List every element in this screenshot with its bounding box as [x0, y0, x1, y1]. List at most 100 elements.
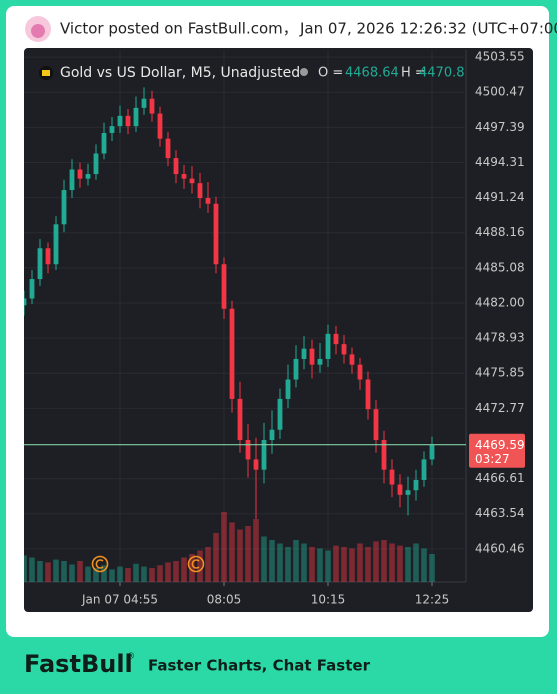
candle-body — [397, 484, 403, 495]
y-tick-label: 4463.54 — [475, 506, 525, 520]
volume-bar — [413, 543, 419, 582]
volume-bar — [277, 543, 283, 582]
volume-bar — [77, 561, 83, 582]
avatar-face — [31, 24, 45, 38]
volume-bar — [85, 566, 91, 582]
volume-bar — [221, 512, 227, 582]
candle-body — [341, 344, 347, 355]
volume-bar — [181, 557, 187, 582]
volume-bar — [253, 519, 259, 582]
candle-body — [213, 203, 219, 265]
candle-body — [333, 333, 339, 345]
volume-bar — [389, 543, 395, 582]
volume-bar — [405, 547, 411, 582]
candle-body — [117, 115, 123, 127]
brand-logo: FastBull — [24, 650, 133, 678]
legend-open-label: O = — [318, 66, 343, 81]
legend-high-value: 4470.8 — [419, 66, 465, 81]
volume-bar — [53, 559, 59, 582]
volume-bar — [285, 547, 291, 582]
last-price-box — [469, 433, 525, 468]
volume-bar — [397, 545, 403, 582]
x-tick-label: Jan 07 04:55 — [81, 593, 158, 607]
x-tick-label: 10:15 — [311, 593, 346, 607]
candle-body — [173, 158, 179, 175]
tagline: Faster Charts, Chat Faster — [148, 657, 371, 675]
y-tick-label: 4460.46 — [475, 541, 525, 555]
candle-body — [349, 354, 355, 365]
volume-bar — [173, 561, 179, 582]
candle-body — [149, 98, 155, 114]
y-tick-label: 4497.39 — [475, 120, 525, 134]
candle-body — [285, 379, 291, 399]
candle-body — [325, 333, 331, 359]
volume-bar — [237, 529, 243, 582]
candle-body — [189, 178, 195, 184]
legend-open-value: 4468.64 — [345, 66, 399, 81]
volume-bar — [269, 540, 275, 582]
volume-bar — [189, 554, 195, 582]
volume-bar — [29, 557, 35, 582]
candle-body — [229, 308, 235, 399]
symbol-icon-bars — [42, 70, 50, 76]
y-tick-label: 4478.93 — [475, 331, 525, 345]
volume-bar — [133, 563, 139, 582]
candle-body — [53, 224, 59, 265]
timestamp: Jan 07, 2026 12:26:32 (UTC+07:00 — [299, 20, 557, 38]
volume-bar — [245, 526, 251, 582]
candle-body — [133, 107, 139, 127]
volume-bar — [341, 547, 347, 582]
volume-bar — [429, 554, 435, 582]
candle-body — [253, 459, 259, 470]
volume-bar — [149, 568, 155, 582]
volume-bar — [293, 540, 299, 582]
volume-bar — [141, 566, 147, 582]
countdown-label: 03:27 — [475, 452, 510, 466]
candle-body — [389, 469, 395, 485]
candle-body — [205, 198, 211, 204]
y-tick-label: 4491.24 — [475, 190, 525, 204]
volume-bar — [205, 547, 211, 582]
candle-body — [277, 398, 283, 430]
candle-body — [69, 169, 75, 191]
volume-bar — [229, 522, 235, 582]
volume-bar — [301, 543, 307, 582]
candle-body — [429, 444, 435, 460]
last-price-label: 4469.59 — [475, 438, 525, 452]
candle-body — [109, 126, 115, 133]
author-text: Victor posted on FastBull.com， — [60, 20, 298, 38]
volume-bar — [333, 545, 339, 582]
y-tick-label: 4482.00 — [475, 296, 525, 310]
y-tick-label: 4475.85 — [475, 366, 525, 380]
candle-body — [24, 298, 27, 306]
volume-bar — [261, 536, 267, 582]
y-tick-label: 4485.08 — [475, 260, 525, 274]
legend-high-label: H = — [401, 66, 426, 81]
candle-body — [421, 459, 427, 480]
candle-body — [221, 264, 227, 309]
y-tick-label: 4503.55 — [475, 50, 525, 64]
candle-body — [301, 348, 307, 359]
volume-bar — [45, 562, 51, 582]
candle-body — [357, 364, 363, 380]
chart-title: Gold vs US Dollar, M5, Unadjusted — [60, 65, 300, 81]
candle-body — [269, 429, 275, 441]
copyright-icon — [187, 555, 205, 573]
y-tick-label: 4494.31 — [475, 155, 525, 169]
y-tick-label: 4500.47 — [475, 85, 525, 99]
candle-body — [77, 169, 83, 179]
candle-body — [293, 358, 299, 380]
volume-bar — [24, 555, 27, 582]
candle-body — [317, 358, 323, 365]
candle-body — [93, 153, 99, 175]
candle-body — [101, 132, 107, 154]
candle-body — [85, 174, 91, 179]
candle-body — [197, 183, 203, 199]
candle-body — [125, 115, 131, 127]
brand-mark: ® — [127, 652, 135, 661]
candle-body — [405, 490, 411, 495]
candle-body — [141, 98, 147, 108]
y-tick-label: 4488.16 — [475, 225, 525, 239]
